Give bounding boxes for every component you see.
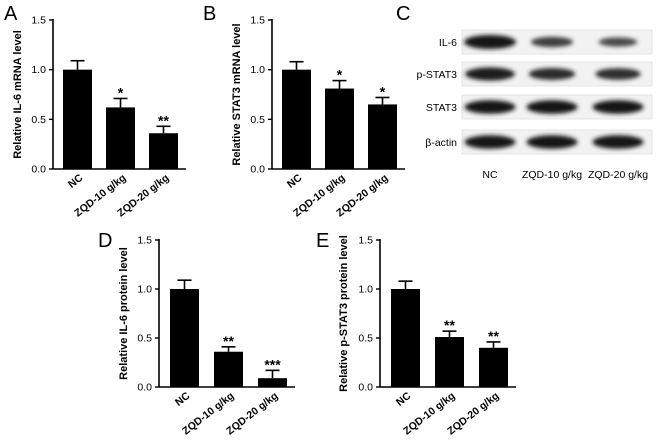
- blot-band: [528, 68, 576, 80]
- y-axis-title: Relative IL-6 protein level: [118, 247, 130, 380]
- panel-letter-b: B: [203, 3, 216, 25]
- significance-marker: ***: [264, 356, 281, 372]
- chart-panel-b: 0.0 0.5 1.0 1.5 Relative STAT3 mRNA level NC *…: [231, 15, 405, 219]
- blot-lane-label: NC: [482, 169, 498, 181]
- y-tick-label: 0.5: [31, 114, 46, 126]
- y-tick-label: 1.0: [358, 284, 373, 296]
- y-tick-label: 1.0: [137, 284, 152, 296]
- y-tick-label: 0.5: [137, 333, 152, 345]
- blot-band: [464, 135, 516, 149]
- bar: [479, 347, 508, 387]
- bar: [325, 88, 354, 169]
- blot-row-label: p-STAT3: [417, 69, 458, 81]
- blot-band: [595, 68, 641, 80]
- bar: [282, 69, 311, 169]
- significance-marker: **: [488, 328, 499, 344]
- category-label: NC: [66, 172, 86, 191]
- y-tick-label: 1.5: [250, 15, 265, 27]
- category-label: NC: [285, 172, 305, 191]
- bar: [63, 69, 92, 169]
- bar: [435, 337, 464, 387]
- y-axis-title: Relative p-STAT3 protein level: [338, 235, 350, 392]
- blot-row-label: β-actin: [425, 137, 457, 149]
- blot-band: [526, 100, 578, 114]
- western-blot-panel: IL-6 p-STAT3 STAT3 β-actin NC ZQD-10 g/kg ZQD-…: [417, 29, 653, 181]
- y-tick-label: 1.0: [31, 64, 46, 76]
- blot-lane-label: ZQD-20 g/kg: [588, 169, 648, 181]
- y-tick-label: 1.5: [358, 235, 373, 247]
- chart-panel-e: 0.0 0.5 1.0 1.5 Relative p-STAT3 protein lev…: [338, 235, 516, 437]
- y-tick-label: 0.0: [137, 382, 152, 394]
- significance-marker: *: [337, 67, 343, 83]
- y-axis-title: Relative STAT3 mRNA level: [231, 23, 243, 165]
- significance-marker: **: [223, 333, 234, 349]
- panel-letter-a: A: [4, 3, 18, 25]
- blot-band: [465, 67, 515, 81]
- panel-letter-d: D: [98, 230, 112, 252]
- panel-letter-e: E: [316, 230, 329, 252]
- chart-panel-d: 0.0 0.5 1.0 1.5 Relative IL-6 protein level N…: [118, 235, 295, 437]
- blot-row-label: STAT3: [426, 102, 457, 114]
- blot-band: [598, 37, 638, 47]
- y-tick-label: 0.5: [250, 114, 265, 126]
- y-tick-label: 1.5: [31, 15, 46, 27]
- y-tick-label: 0.0: [31, 164, 46, 176]
- bar: [368, 104, 397, 169]
- blot-band: [464, 100, 516, 114]
- significance-marker: *: [380, 83, 386, 99]
- category-label: NC: [173, 390, 193, 409]
- bar: [214, 351, 243, 387]
- blot-band: [592, 100, 644, 114]
- blot-row-label: IL-6: [439, 37, 457, 49]
- blot-band: [526, 135, 578, 149]
- significance-marker: **: [158, 112, 169, 128]
- bar: [170, 289, 199, 387]
- significance-marker: *: [118, 84, 124, 100]
- y-tick-label: 1.0: [250, 64, 265, 76]
- blot-band: [530, 36, 574, 48]
- significance-marker: **: [444, 317, 455, 333]
- y-tick-label: 0.0: [358, 382, 373, 394]
- y-tick-label: 1.5: [137, 235, 152, 247]
- category-label: NC: [394, 390, 414, 409]
- y-tick-label: 0.0: [250, 164, 265, 176]
- blot-lane-label: ZQD-10 g/kg: [522, 169, 582, 181]
- blot-band: [592, 135, 644, 149]
- panel-letter-c: C: [396, 3, 410, 25]
- bar: [391, 289, 420, 387]
- y-axis-title: Relative IL-6 mRNA level: [12, 30, 24, 159]
- y-tick-label: 0.5: [358, 333, 373, 345]
- bar: [106, 107, 135, 169]
- blot-band: [464, 35, 516, 49]
- bar: [149, 133, 178, 169]
- bar: [258, 378, 287, 387]
